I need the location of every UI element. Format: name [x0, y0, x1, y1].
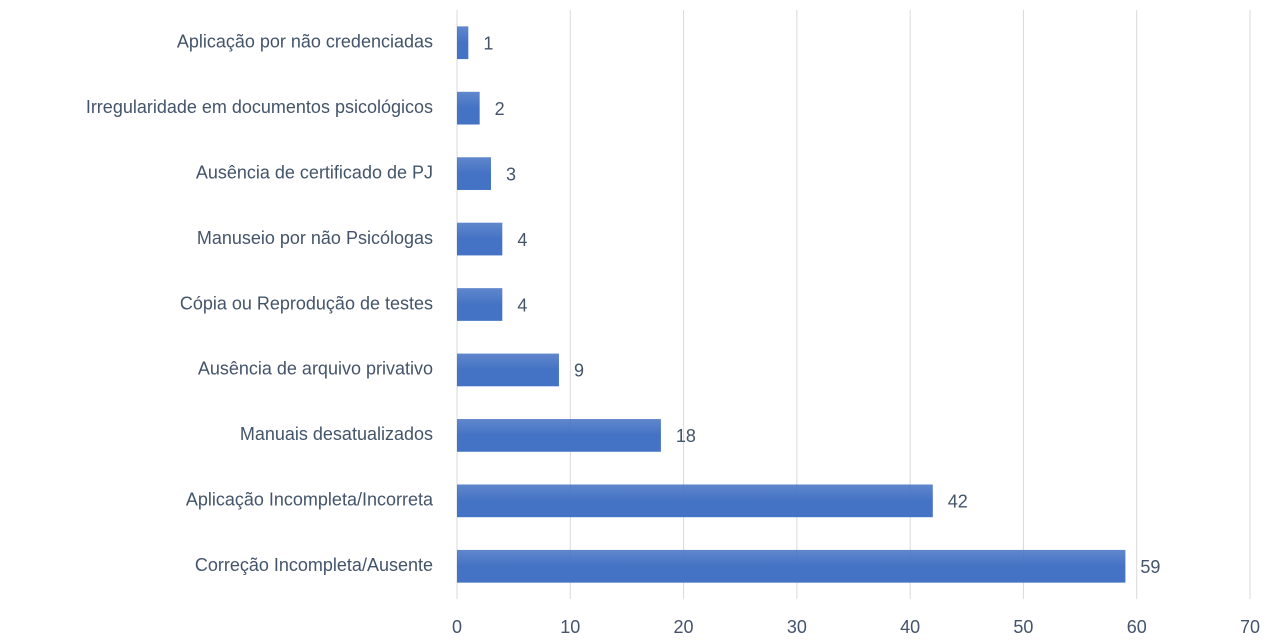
data-label: 18 — [676, 426, 696, 446]
y-tick-label: Irregularidade em documentos psicológico… — [86, 97, 433, 117]
x-tick-label: 0 — [452, 617, 462, 637]
bar — [457, 484, 933, 518]
y-tick-label: Correção Incompleta/Ausente — [195, 555, 433, 575]
data-label: 9 — [574, 361, 584, 381]
x-tick-label: 10 — [560, 617, 580, 637]
x-tick-label: 70 — [1240, 617, 1260, 637]
bar — [457, 288, 503, 321]
x-tick-label: 20 — [674, 617, 694, 637]
bar — [457, 157, 491, 190]
data-label: 42 — [948, 492, 968, 512]
data-label: 4 — [517, 295, 527, 315]
x-tick-label: 30 — [787, 617, 807, 637]
y-tick-label: Aplicação Incompleta/Incorreta — [186, 490, 434, 510]
data-label: 1 — [483, 33, 493, 53]
y-tick-label: Manuseio por não Psicólogas — [197, 228, 433, 248]
bar — [457, 91, 480, 125]
x-tick-label: 40 — [900, 617, 920, 637]
bar — [457, 26, 469, 60]
y-tick-label: Manuais desatualizados — [240, 424, 433, 444]
data-label: 4 — [517, 230, 527, 250]
data-label: 3 — [506, 164, 516, 184]
bar — [457, 549, 1126, 583]
y-tick-label: Aplicação por não credenciadas — [177, 31, 433, 51]
y-tick-label: Ausência de arquivo privativo — [198, 359, 433, 379]
data-label: 2 — [495, 99, 505, 119]
y-tick-label: Ausência de certificado de PJ — [196, 162, 433, 182]
x-tick-label: 60 — [1127, 617, 1147, 637]
bar — [457, 419, 661, 452]
y-tick-label: Cópia ou Reprodução de testes — [180, 293, 433, 313]
bar — [457, 222, 503, 256]
x-tick-label: 50 — [1013, 617, 1033, 637]
bar — [457, 353, 559, 387]
data-label: 59 — [1140, 557, 1160, 577]
